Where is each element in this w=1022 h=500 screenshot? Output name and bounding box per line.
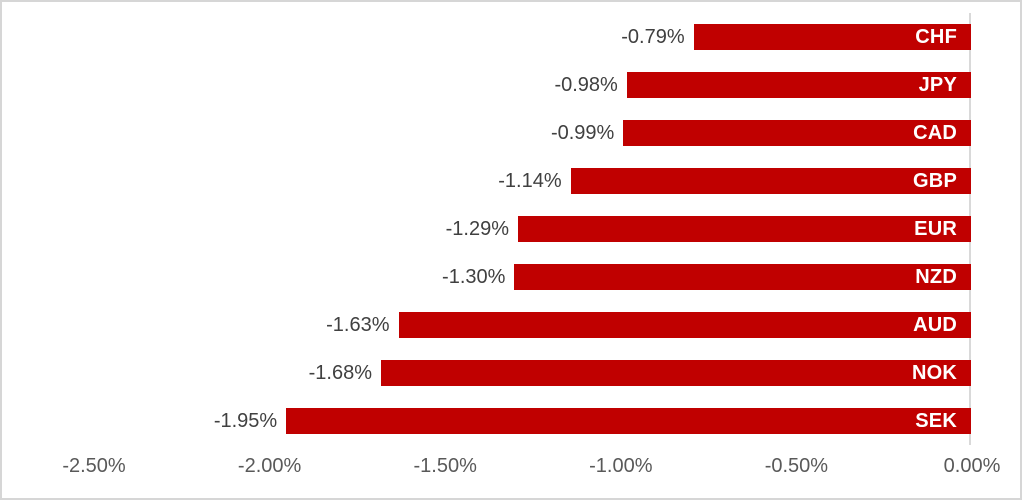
bar-value-label: -1.29% [445,218,509,240]
x-axis-tick-label: -0.50% [764,455,829,477]
bar-value-label: -1.14% [498,170,562,192]
x-axis-tick-label: -1.00% [589,455,653,477]
bar-jpy: JPY [626,72,971,98]
bar-value-label: -1.30% [442,266,506,288]
bar-category-label: GBP [913,170,957,192]
bar-value-label: -0.99% [550,122,615,144]
bar-category-label: NZD [915,266,957,288]
bar-value-label: -1.95% [213,410,278,432]
bar-cad: CAD [623,120,971,146]
bar-value-label: -1.68% [308,362,372,384]
bar-value-label: -1.63% [326,314,390,336]
bar-category-label: NOK [911,362,957,384]
x-axis-tick-label: 0.00% [943,455,1001,477]
bar-category-label: CAD [913,122,957,144]
bar-category-label: JPY [918,74,957,96]
x-axis-tick-label: -2.00% [237,455,302,477]
x-axis-tick-label: -1.50% [413,455,477,477]
bar-value-label: -0.98% [554,74,618,96]
bar-category-label: AUD [913,314,957,336]
x-axis-tick-label: -2.50% [62,455,126,477]
bar-nzd: NZD [514,264,971,290]
bar-category-label: SEK [915,410,957,432]
bar-category-label: EUR [914,218,957,240]
bar-eur: EUR [518,216,971,242]
bar-value-label: -0.79% [621,26,685,48]
bar-chf: CHF [693,24,971,50]
bar-nok: NOK [381,360,971,386]
bar-aud: AUD [398,312,971,338]
bar-gbp: GBP [570,168,971,194]
bar-category-label: CHF [915,26,957,48]
bar-sek: SEK [286,408,971,434]
